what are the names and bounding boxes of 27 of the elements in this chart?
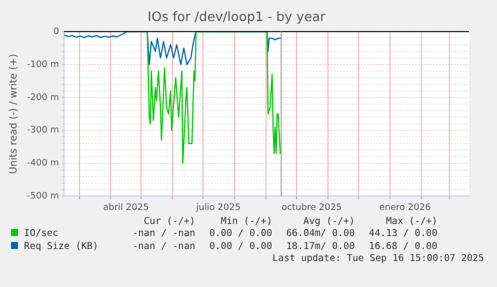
y-tick-label: -500 m: [26, 192, 60, 202]
text: Last update: Tue Sep 16 15:00:07 2025: [271, 253, 484, 264]
x-tick-label: enero 2026: [379, 202, 432, 213]
y-axis-title: Units read (-) / write (+): [8, 54, 20, 174]
text: 0.00 / 0.00: [208, 240, 272, 253]
text: 66.04m/ 0.00: [285, 227, 355, 240]
text: Max (-/+): [385, 216, 438, 227]
y-tick-label: -100 m: [26, 60, 60, 70]
text: Cur (-/+): [142, 216, 196, 227]
legend-label: IO/sec: [23, 227, 60, 240]
text: 44.13 / 0.00: [368, 227, 438, 240]
legend-label: Req Size (KB): [23, 240, 100, 253]
x-tick-label: octubre 2025: [282, 202, 342, 213]
text: Avg (-/+): [302, 216, 355, 227]
text: 16.68 / 0.00: [368, 240, 438, 253]
y-tick-label: -300 m: [26, 126, 60, 136]
chart-title: IOs for /dev/loop1 - by year: [148, 10, 326, 26]
text: -nan / -nan: [131, 227, 196, 240]
text: Min (-/+): [220, 216, 272, 227]
text: -nan / -nan: [131, 240, 196, 253]
y-tick-label: 0: [53, 26, 60, 37]
x-tick-label: abril 2025: [103, 202, 149, 213]
text: 0.00 / 0.00: [208, 227, 272, 240]
x-tick-label: julio 2025: [195, 202, 241, 213]
y-tick-label: -400 m: [26, 158, 60, 169]
text: 18.17m/ 0.00: [285, 240, 355, 253]
y-tick-label: -200 m: [26, 92, 60, 103]
